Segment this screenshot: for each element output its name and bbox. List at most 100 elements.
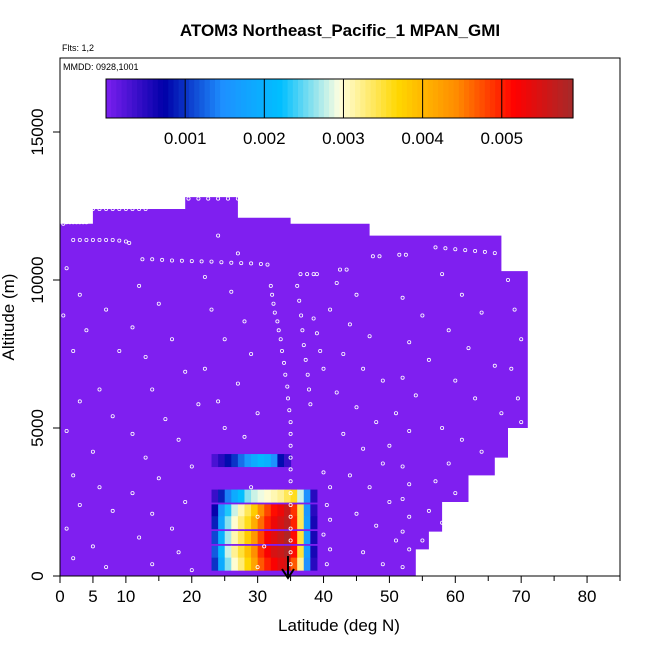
arrow-layer: [281, 556, 295, 580]
colorbar-strip: [204, 79, 211, 118]
track-point: [90, 449, 95, 454]
colorbar-strip: [287, 79, 294, 118]
plume-cell: [257, 504, 265, 518]
track-point: [271, 301, 276, 306]
colorbar-strip: [453, 79, 460, 118]
track-point: [288, 479, 293, 484]
track-point: [216, 399, 221, 404]
track-point: [97, 206, 102, 211]
track-point: [222, 337, 227, 342]
colorbar-strip: [178, 79, 185, 118]
plume-cell: [264, 531, 272, 545]
colorbar-strip: [391, 79, 398, 118]
colorbar-strip: [438, 79, 444, 118]
plume-row: [211, 545, 318, 559]
track-point: [509, 366, 514, 371]
colorbar-strip: [256, 79, 263, 118]
track-point: [400, 464, 405, 469]
track-point: [255, 411, 260, 416]
colorbar-strip: [323, 79, 330, 118]
track-point: [262, 544, 267, 549]
track-point: [288, 550, 293, 555]
x-axis: 0 5 10 20 30 40 50 60 70 80: [55, 575, 621, 606]
track-point: [235, 251, 240, 256]
track-point: [288, 514, 293, 519]
track-point: [64, 266, 69, 271]
track-point: [235, 196, 240, 201]
colorbar-strip: [137, 79, 143, 118]
plume-cell: [264, 489, 272, 503]
colorbar-strip: [505, 79, 512, 118]
plume-row: [211, 531, 318, 545]
track-point: [380, 378, 385, 383]
track-point: [160, 257, 165, 262]
plume-cell: [257, 454, 265, 468]
track-point: [288, 538, 293, 543]
colorbar-strip: [189, 79, 195, 118]
plume-cell: [290, 504, 298, 518]
track-point: [308, 402, 313, 407]
x-axis-label: Latitude (deg N): [278, 616, 400, 635]
curtain-layer: [60, 197, 528, 576]
track-point: [334, 280, 339, 285]
track-point: [117, 348, 122, 353]
track-point: [265, 209, 270, 214]
x-tick-label: 20: [182, 587, 201, 606]
colorbar-strip: [199, 79, 206, 118]
track-point: [143, 354, 148, 359]
location-arrow-head: [281, 568, 295, 580]
plume-row: [211, 454, 292, 468]
colorbar-strip: [339, 79, 346, 118]
colorbar-strip: [344, 79, 351, 118]
plume-cell: [224, 545, 232, 559]
plume-cell: [231, 516, 239, 530]
colorbar-strip: [448, 79, 455, 118]
track-point: [216, 233, 221, 238]
track-point: [459, 292, 464, 297]
y-tick-label: 0: [28, 571, 47, 580]
colorbar-strip: [318, 79, 325, 118]
y-axis-label: Altitude (m): [0, 274, 18, 361]
track-point: [443, 246, 448, 251]
x-tick-label: 60: [446, 587, 465, 606]
track-point: [104, 237, 109, 242]
track-point: [328, 307, 333, 312]
track-point: [400, 496, 405, 501]
track-point: [104, 206, 109, 211]
plume-cell: [277, 557, 285, 571]
track-point: [370, 254, 375, 259]
track-point: [463, 248, 468, 253]
track-point: [283, 372, 288, 377]
plume-cell: [218, 531, 226, 545]
track-point: [314, 331, 319, 336]
track-point: [400, 529, 405, 534]
colorbar-strip: [401, 79, 408, 118]
track-point: [344, 267, 349, 272]
track-point: [278, 337, 283, 342]
plume-cell: [237, 516, 245, 530]
colorbar-strip: [240, 79, 247, 118]
colorbar-strip: [282, 79, 289, 118]
track-point: [453, 491, 458, 496]
track-point: [163, 417, 168, 422]
plot-area: [60, 196, 528, 580]
track-point: [473, 396, 478, 401]
track-point: [225, 196, 230, 201]
track-point: [354, 292, 359, 297]
colorbar-strip: [484, 79, 491, 118]
track-point: [505, 277, 510, 282]
colorbar-strip: [163, 79, 169, 118]
colorbar-gradient: [106, 79, 574, 118]
track-point: [150, 562, 155, 567]
plume-cell: [290, 489, 298, 503]
track-point: [77, 237, 82, 242]
colorbar-strip: [365, 79, 372, 118]
plume-cell: [257, 531, 265, 545]
track-point: [196, 402, 201, 407]
colorbar-strip: [443, 79, 450, 118]
track-point: [380, 562, 385, 567]
track-point: [288, 502, 293, 507]
track-point: [110, 414, 115, 419]
plume-cell: [237, 557, 245, 571]
track-point: [130, 206, 135, 211]
